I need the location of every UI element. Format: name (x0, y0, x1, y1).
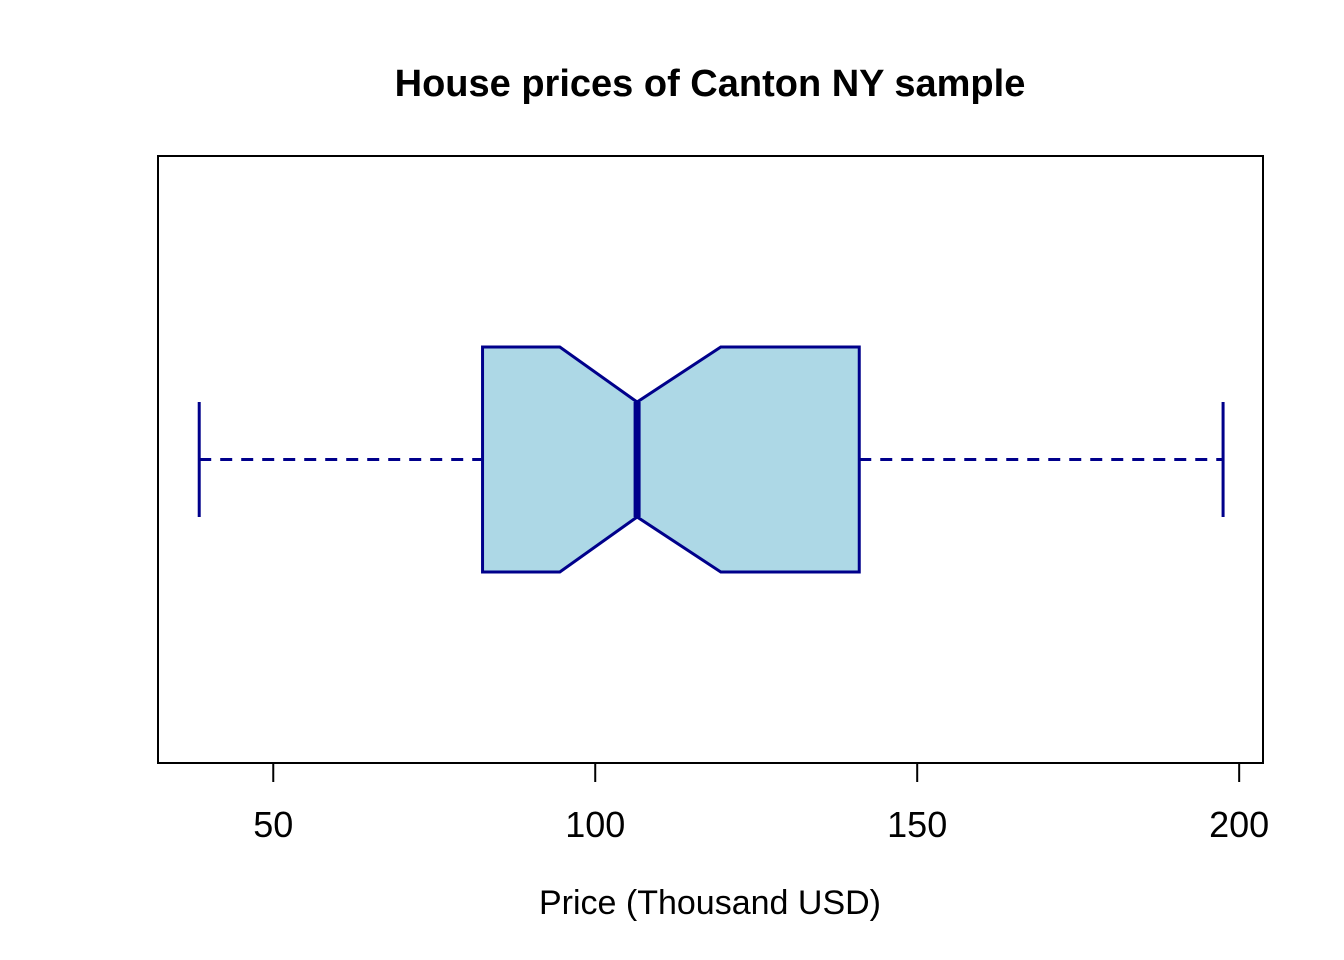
x-tick-label: 150 (887, 804, 947, 845)
x-tick-label: 50 (253, 804, 293, 845)
notched-box (481, 345, 861, 574)
x-axis-label: Price (Thousand USD) (539, 884, 881, 922)
plot-frame (157, 155, 1264, 764)
x-tick-label: 100 (565, 804, 625, 845)
box-series-layer (197, 345, 1225, 574)
x-axis: 50 100 150 200 (253, 763, 1269, 845)
x-tick-label: 200 (1209, 804, 1269, 845)
chart-title: House prices of Canton NY sample (395, 63, 1026, 105)
